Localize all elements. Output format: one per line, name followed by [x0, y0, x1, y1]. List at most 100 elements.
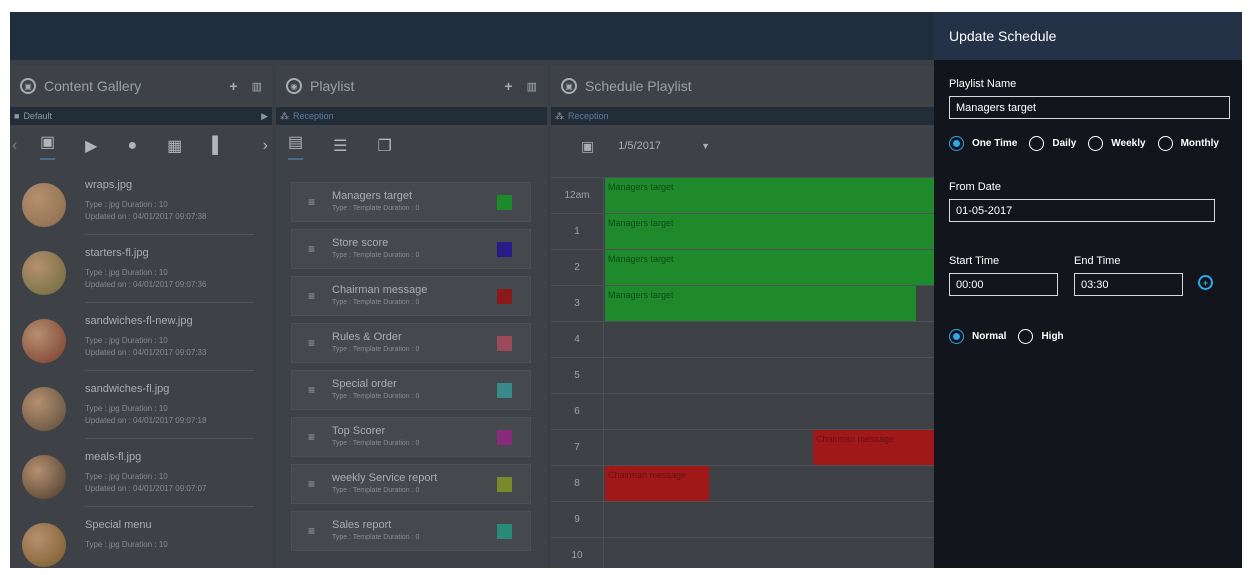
schedule-event[interactable]: Chairman message	[813, 430, 934, 465]
playlist-item-type: Type : Template Duration : 0	[332, 299, 420, 306]
schedule-hour-row[interactable]: 10	[551, 537, 934, 568]
hour-label: 6	[574, 406, 580, 417]
date-dropdown-icon[interactable]: ▼	[701, 141, 710, 151]
folder-open-icon[interactable]: ▶	[261, 110, 268, 121]
hour-label: 7	[574, 442, 580, 453]
gallery-item-name: starters-fl.jpg	[85, 247, 149, 259]
playlist-item-name: Rules & Order	[332, 331, 402, 343]
playlist-item[interactable]: ≡ Store score Type : Template Duration : 0	[291, 229, 531, 269]
list-view-icon[interactable]: ☰	[333, 138, 348, 155]
playlist-chart-icon[interactable]: ▥	[526, 80, 537, 93]
add-content-icon[interactable]: +	[229, 78, 238, 94]
recurrence-option[interactable]: Daily	[1029, 136, 1076, 151]
schedule-hour-row[interactable]: 2	[551, 249, 934, 285]
schedule-hour-row[interactable]: 1	[551, 213, 934, 249]
gallery-item[interactable]: sandwiches-fl.jpg Type : jpg Duration : 1…	[10, 371, 272, 439]
schedule-location-bar: ⁂ Reception	[551, 107, 934, 125]
radio-icon[interactable]	[949, 329, 964, 344]
add-time-icon[interactable]: +	[1198, 275, 1213, 290]
card-view-icon[interactable]: ▤	[288, 132, 304, 160]
video-tab-icon[interactable]: ▶	[85, 138, 98, 155]
drag-handle-icon[interactable]: ≡	[308, 289, 316, 303]
radio-icon[interactable]	[1157, 136, 1173, 151]
schedule-hour-row[interactable]: 5	[551, 357, 934, 393]
recurrence-option[interactable]: Weekly	[1088, 136, 1146, 151]
hour-label: 4	[574, 334, 580, 345]
gallery-item[interactable]: meals-fl.jpg Type : jpg Duration : 10 Upda…	[10, 439, 272, 507]
gallery-item[interactable]: wraps.jpg Type : jpg Duration : 10 Updated…	[10, 167, 272, 235]
playlist-item[interactable]: ≡ weekly Service report Type : Template Du…	[291, 464, 531, 504]
document-tab-icon[interactable]: ▌	[212, 137, 224, 154]
playlist-item-name: Store score	[332, 237, 389, 249]
scroll-left-icon[interactable]: ‹	[12, 137, 18, 154]
image-tab-icon[interactable]: ▣	[40, 132, 56, 160]
schedule-event[interactable]: Managers target	[605, 286, 916, 321]
gallery-item-name: sandwiches-fl.jpg	[85, 383, 170, 395]
gallery-item-type: Type : jpg Duration : 10	[85, 540, 168, 549]
playlist-item-type: Type : Template Duration : 0	[332, 393, 420, 400]
drag-handle-icon[interactable]: ≡	[308, 195, 316, 209]
playlist-item-name: weekly Service report	[332, 472, 438, 484]
start-time-field[interactable]: 00:00	[949, 273, 1058, 296]
drag-handle-icon[interactable]: ≡	[308, 430, 316, 444]
schedule-hour-row[interactable]: 12am	[551, 177, 934, 213]
schedule-event[interactable]: Managers target	[605, 178, 934, 213]
schedule-event[interactable]: Chairman message	[605, 466, 709, 501]
recurrence-option[interactable]: One Time	[949, 136, 1017, 151]
schedule-hour-row[interactable]: 8	[551, 465, 934, 501]
schedule-hour-row[interactable]: 7	[551, 429, 934, 465]
drag-handle-icon[interactable]: ≡	[308, 336, 316, 350]
schedule-hour-row[interactable]: 6	[551, 393, 934, 429]
schedule-hour-row[interactable]: 9	[551, 501, 934, 537]
playlist-item[interactable]: ≡ Rules & Order Type : Template Duration :…	[291, 323, 531, 363]
calendar-icon[interactable]: ▣	[581, 137, 595, 154]
gallery-item-type: Type : jpg Duration : 10	[85, 472, 168, 481]
priority-option[interactable]: Normal	[949, 329, 1006, 344]
thumbnail-image	[22, 183, 66, 227]
copy-view-icon[interactable]: ❐	[377, 138, 392, 155]
location-icon: ⁂	[280, 110, 289, 121]
drag-handle-icon[interactable]: ≡	[308, 383, 316, 397]
drag-handle-icon[interactable]: ≡	[308, 524, 316, 538]
schedule-location: Reception	[568, 111, 609, 121]
drag-handle-icon[interactable]: ≡	[308, 242, 316, 256]
end-time-field[interactable]: 03:30	[1074, 273, 1183, 296]
chart-icon[interactable]: ▥	[251, 80, 262, 93]
schedule-event[interactable]: Managers target	[605, 250, 934, 285]
priority-option-label: High	[1041, 331, 1064, 342]
radio-icon[interactable]	[949, 136, 964, 151]
recurrence-option[interactable]: Monthly	[1157, 136, 1219, 151]
radio-icon[interactable]	[1018, 329, 1034, 344]
from-date-field[interactable]: 01-05-2017	[949, 199, 1215, 222]
playlist-item-type: Type : Template Duration : 0	[332, 346, 420, 353]
table-tab-icon[interactable]: ▦	[167, 138, 183, 155]
playlist-item[interactable]: ≡ Sales report Type : Template Duration : …	[291, 511, 531, 551]
playlist-item[interactable]: ≡ Managers target Type : Template Duration…	[291, 182, 531, 222]
schedule-event[interactable]: Managers target	[605, 214, 934, 249]
gallery-item[interactable]: sandwiches-fl-new.jpg Type : jpg Duration…	[10, 303, 272, 371]
gallery-item[interactable]: starters-fl.jpg Type : jpg Duration : 10 U…	[10, 235, 272, 303]
divider	[85, 438, 254, 439]
gallery-item[interactable]: Special menu Type : jpg Duration : 10	[10, 507, 272, 568]
schedule-hour-row[interactable]: 4	[551, 321, 934, 357]
schedule-date[interactable]: 1/5/2017	[618, 140, 662, 152]
playlist-item[interactable]: ≡ Chairman message Type : Template Duratio…	[291, 276, 531, 316]
playlist-item[interactable]: ≡ Special order Type : Template Duration :…	[291, 370, 531, 410]
end-time-label: End Time	[1074, 255, 1121, 267]
web-tab-icon[interactable]: ●	[127, 137, 138, 154]
radio-icon[interactable]	[1088, 136, 1104, 151]
playlist-name-field[interactable]: Managers target	[949, 96, 1230, 119]
scroll-right-icon[interactable]: ›	[262, 137, 268, 154]
drag-handle-icon[interactable]: ≡	[308, 477, 316, 491]
playlist-item-type: Type : Template Duration : 0	[332, 440, 420, 447]
priority-option[interactable]: High	[1018, 329, 1064, 344]
priority-option-label: Normal	[972, 331, 1007, 342]
radio-icon[interactable]	[1029, 136, 1045, 151]
playlist-location: Reception	[293, 111, 334, 121]
playlist-item[interactable]: ≡ Top Scorer Type : Template Duration : 0	[291, 417, 531, 457]
schedule-hour-row[interactable]: 3	[551, 285, 934, 321]
schedule-location-icon: ⁂	[555, 110, 564, 121]
gallery-item-updated: Updated on : 04/01/2017 09:07:07	[85, 484, 207, 493]
add-playlist-icon[interactable]: +	[504, 78, 513, 94]
